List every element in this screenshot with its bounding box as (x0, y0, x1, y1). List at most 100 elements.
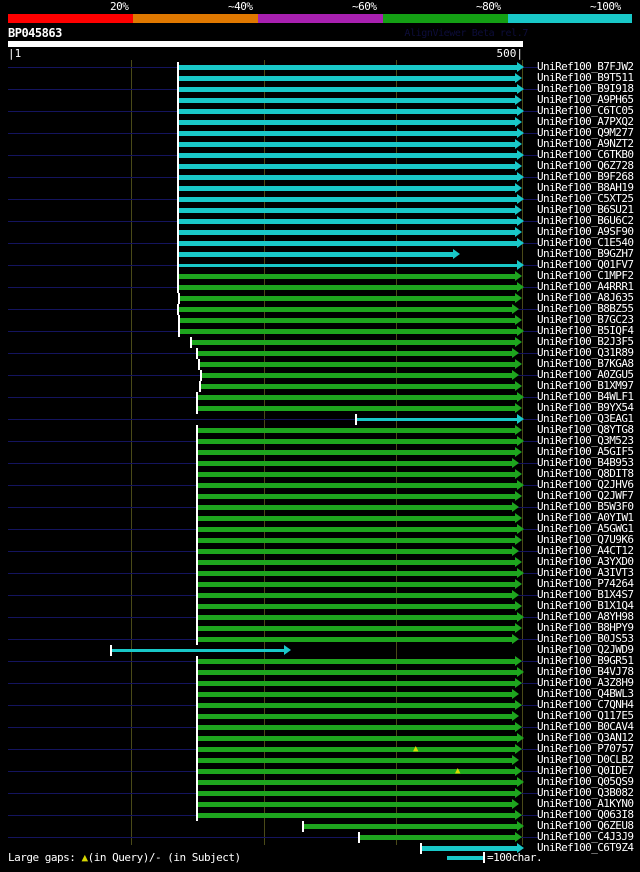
hsp-bar[interactable] (198, 549, 514, 554)
hit-accession-label[interactable]: UniRef100_B9I918 (537, 82, 634, 95)
hsp-bar[interactable] (198, 692, 514, 697)
hit-row[interactable]: UniRef100_B9YX54 (0, 402, 640, 414)
hit-accession-label[interactable]: UniRef100_A0YIW1 (537, 511, 634, 524)
hit-accession-label[interactable]: UniRef100_A8YH98 (537, 610, 634, 623)
hsp-bar[interactable] (198, 714, 514, 719)
hit-row[interactable]: UniRef100_C6T9Z4 (0, 842, 640, 854)
hsp-bar[interactable] (180, 329, 519, 334)
hit-row[interactable]: UniRef100_P74264 (0, 577, 640, 590)
hit-row[interactable]: UniRef100_Q8DIT8 (0, 467, 640, 480)
hsp-bar[interactable] (192, 340, 517, 345)
hsp-bar[interactable] (198, 472, 517, 477)
hsp-bar[interactable] (198, 527, 519, 532)
hsp-bar[interactable] (198, 802, 514, 807)
hsp-bar[interactable] (179, 197, 519, 202)
hit-row[interactable]: UniRef100_B6U6C2 (0, 215, 640, 227)
hit-accession-label[interactable]: UniRef100_P70757 (537, 742, 634, 755)
hit-accession-label[interactable]: UniRef100_B1X1Q4 (537, 599, 634, 612)
hit-accession-label[interactable]: UniRef100_Q3B082 (537, 786, 634, 799)
hsp-bar[interactable] (198, 560, 517, 565)
hit-accession-label[interactable]: UniRef100_Q117E5 (537, 709, 634, 722)
hit-row[interactable]: UniRef100_B8BZ55 (0, 303, 640, 315)
hit-accession-label[interactable]: UniRef100_B1XM97 (537, 379, 634, 392)
hit-accession-label[interactable]: UniRef100_Q31R89 (537, 346, 634, 359)
hsp-bar[interactable] (422, 846, 519, 851)
hit-row[interactable]: UniRef100_B7KGA8 (0, 357, 640, 370)
hit-accession-label[interactable]: UniRef100_C5XT25 (537, 192, 634, 205)
hit-row[interactable]: UniRef100_B1X1Q4 (0, 599, 640, 612)
hit-row[interactable]: UniRef100_B4WLF1 (0, 391, 640, 403)
hit-row[interactable]: UniRef100_C1MPF2 (0, 270, 640, 282)
hit-row[interactable]: UniRef100_A5GIF5 (0, 445, 640, 458)
hsp-bar[interactable] (304, 824, 519, 829)
hit-row[interactable]: UniRef100_Q3EAG1 (0, 413, 640, 425)
hit-accession-label[interactable]: UniRef100_B6SU21 (537, 203, 634, 216)
hit-accession-label[interactable]: UniRef100_Q01FV7 (537, 258, 634, 271)
hit-accession-label[interactable]: UniRef100_B9F268 (537, 170, 634, 183)
hit-row[interactable]: UniRef100_B9F268 (0, 170, 640, 183)
hit-row[interactable]: UniRef100_C5XT25 (0, 192, 640, 205)
hsp-bar[interactable] (198, 626, 517, 631)
hsp-bar[interactable] (198, 758, 514, 763)
hsp-bar[interactable] (179, 76, 517, 81)
hit-row[interactable]: UniRef100_Q2JWF7 (0, 489, 640, 502)
hit-accession-label[interactable]: UniRef100_Q2JWF7 (537, 489, 634, 502)
hsp-bar[interactable] (198, 813, 517, 818)
hit-accession-label[interactable]: UniRef100_Q2JHV6 (537, 478, 634, 491)
hit-accession-label[interactable]: UniRef100_Q05QS9 (537, 775, 634, 788)
hsp-bar[interactable] (198, 505, 514, 510)
hit-accession-label[interactable]: UniRef100_B9GR51 (537, 654, 634, 667)
hit-row[interactable]: UniRef100_Q063I8 (0, 808, 640, 821)
hit-row[interactable]: UniRef100_B0JS53 (0, 633, 640, 645)
hit-accession-label[interactable]: UniRef100_P74264 (537, 577, 634, 590)
hsp-bar[interactable] (179, 120, 517, 125)
hit-row[interactable]: UniRef100_Q3M523 (0, 435, 640, 447)
hsp-bar[interactable] (198, 461, 514, 466)
hit-row[interactable]: UniRef100_Q2JHV6 (0, 478, 640, 491)
hit-row[interactable]: UniRef100_C1E540 (0, 236, 640, 249)
hit-row[interactable]: UniRef100_Q2JWD9 (0, 644, 640, 656)
hsp-bar[interactable] (198, 703, 517, 708)
hit-row[interactable]: UniRef100_Q4BWL3 (0, 688, 640, 700)
hit-row[interactable]: UniRef100_B8AH19 (0, 182, 640, 194)
hit-row[interactable]: UniRef100_A9NZT2 (0, 137, 640, 150)
hit-accession-label[interactable]: UniRef100_B5IQF4 (537, 324, 634, 337)
hit-accession-label[interactable]: UniRef100_B7KGA8 (537, 357, 634, 370)
hit-row[interactable]: UniRef100_A7PXQ2 (0, 116, 640, 128)
hit-row[interactable]: UniRef100_A0ZGU5 (0, 369, 640, 381)
hsp-bar[interactable] (179, 175, 519, 180)
hit-row[interactable]: UniRef100_B1X4S7 (0, 589, 640, 601)
hit-row[interactable]: UniRef100_Q6ZEU8 (0, 820, 640, 832)
hsp-bar[interactable] (179, 164, 517, 169)
hsp-bar[interactable] (179, 307, 514, 312)
hit-accession-label[interactable]: UniRef100_A9NZT2 (537, 137, 634, 150)
hit-row[interactable]: UniRef100_Q8YTG8 (0, 424, 640, 436)
hit-accession-label[interactable]: UniRef100_Q8DIT8 (537, 467, 634, 480)
hsp-bar[interactable] (357, 418, 519, 421)
hit-row[interactable]: ▲ UniRef100_P70757 (0, 742, 640, 755)
hsp-bar[interactable] (179, 153, 519, 158)
hit-row[interactable]: UniRef100_A8YH98 (0, 610, 640, 623)
hit-accession-label[interactable]: UniRef100_A5GIF5 (537, 445, 634, 458)
hit-row[interactable]: UniRef100_A4CT12 (0, 544, 640, 557)
hsp-bar[interactable] (198, 483, 519, 488)
hit-row[interactable]: UniRef100_B7GC23 (0, 313, 640, 326)
hit-accession-label[interactable]: UniRef100_Q063I8 (537, 808, 634, 821)
hsp-bar[interactable] (198, 780, 519, 785)
hit-row[interactable]: UniRef100_Q31R89 (0, 346, 640, 359)
hit-row[interactable]: UniRef100_B9T511 (0, 72, 640, 84)
hit-accession-label[interactable]: UniRef100_C1E540 (537, 236, 634, 249)
hit-accession-label[interactable]: UniRef100_A4CT12 (537, 544, 634, 557)
hit-accession-label[interactable]: UniRef100_Q7U9K6 (537, 533, 634, 546)
hit-row[interactable]: UniRef100_B7FJW2 (0, 61, 640, 73)
hit-accession-label[interactable]: UniRef100_C6TKB0 (537, 148, 634, 161)
hsp-bar[interactable] (179, 65, 519, 70)
hsp-bar[interactable] (179, 98, 517, 103)
hit-row[interactable]: UniRef100_B9GZH7 (0, 248, 640, 260)
hsp-bar[interactable] (198, 725, 517, 730)
hsp-bar[interactable] (198, 604, 517, 609)
hit-accession-label[interactable]: UniRef100_B7GC23 (537, 313, 634, 326)
hit-row[interactable]: UniRef100_Q7U9K6 (0, 533, 640, 546)
hsp-bar[interactable] (179, 131, 519, 136)
hsp-bar[interactable] (198, 494, 517, 499)
